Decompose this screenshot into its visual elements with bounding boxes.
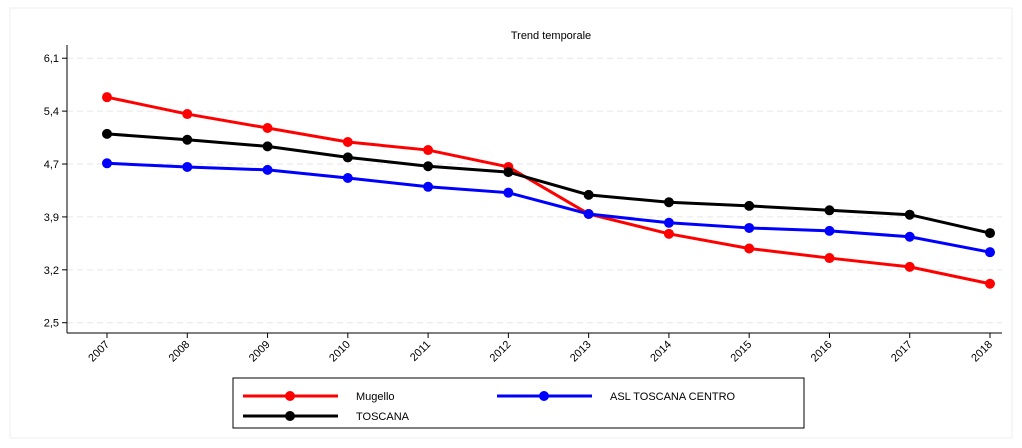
point xyxy=(904,209,915,220)
y-tick-label: 3,2 xyxy=(44,265,59,277)
point xyxy=(423,161,434,172)
series-line xyxy=(106,132,991,235)
point xyxy=(583,208,594,219)
point xyxy=(985,247,995,258)
chart-title: Trend temporale xyxy=(511,30,591,42)
point xyxy=(583,189,594,200)
point xyxy=(342,152,353,163)
frame xyxy=(9,7,1013,439)
y-tick-label: 3,9 xyxy=(44,212,59,224)
y-tick-label: 6,1 xyxy=(44,53,59,65)
point xyxy=(102,158,112,169)
point xyxy=(503,187,514,198)
point xyxy=(985,278,995,289)
legend-box xyxy=(232,377,805,429)
point xyxy=(663,197,674,208)
point xyxy=(182,161,193,172)
point xyxy=(342,172,353,183)
legend-label: TOSCANA xyxy=(356,411,410,423)
point xyxy=(423,181,434,192)
point xyxy=(744,200,755,211)
point xyxy=(663,228,674,239)
legend-label: Mugello xyxy=(356,391,395,403)
point xyxy=(182,134,193,145)
point xyxy=(824,205,835,216)
point xyxy=(824,225,835,236)
point xyxy=(262,141,273,152)
point xyxy=(744,222,755,233)
point xyxy=(102,128,112,139)
point xyxy=(102,92,112,103)
point xyxy=(262,123,273,134)
legend-label: ASL TOSCANA CENTRO xyxy=(610,391,736,403)
y-tick-label: 5,4 xyxy=(44,106,59,118)
point xyxy=(744,243,755,254)
series-line xyxy=(106,161,991,254)
point xyxy=(904,261,915,272)
y-tick-label: 2,5 xyxy=(44,318,59,330)
point xyxy=(503,167,514,178)
series-line xyxy=(106,95,991,286)
point xyxy=(904,231,915,242)
legend-marker xyxy=(285,391,295,401)
point xyxy=(262,164,273,175)
point xyxy=(342,136,353,147)
legend-marker xyxy=(285,411,295,421)
point xyxy=(182,109,193,120)
point xyxy=(423,145,434,156)
point xyxy=(663,217,674,228)
y-tick-label: 4,7 xyxy=(44,159,59,171)
point xyxy=(824,253,835,264)
point xyxy=(985,228,995,239)
legend-marker xyxy=(539,391,549,401)
